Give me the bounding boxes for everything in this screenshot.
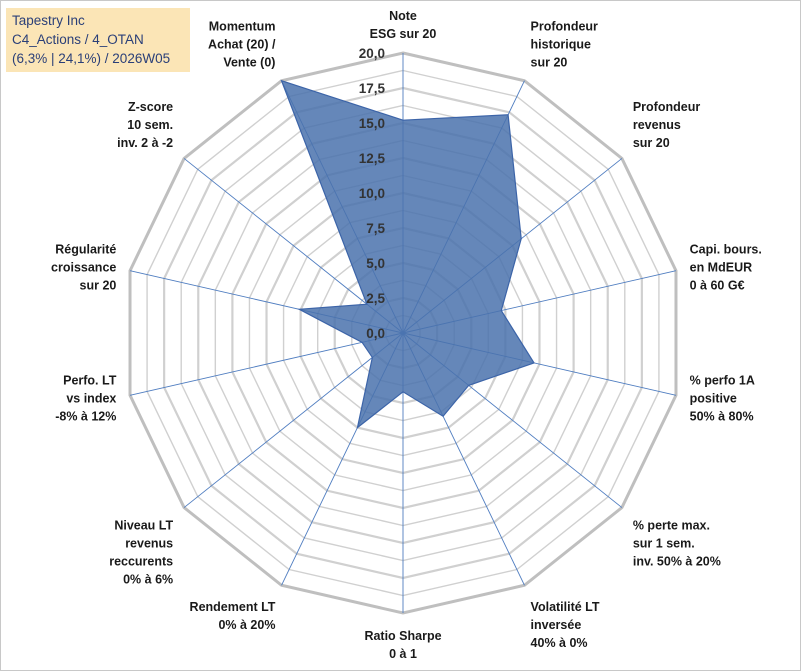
tick-label: 20,0 — [359, 46, 385, 61]
category-label-line: sur 20 — [531, 56, 568, 70]
category-label-line: inv. 2 à -2 — [117, 136, 173, 150]
category-label-line: Ratio Sharpe — [364, 629, 441, 643]
category-label: % perte max. sur 1 sem. inv. 50% à 20% — [633, 518, 721, 568]
tick-label: 15,0 — [359, 116, 385, 131]
category-label-line: croissance — [51, 261, 116, 275]
axis-spoke — [129, 332, 404, 396]
category-label-line: Profondeur — [633, 100, 700, 114]
category-label-line: 0 à 1 — [389, 647, 417, 661]
chart-title-box: Tapestry Inc C4_Actions / 4_OTAN (6,3% |… — [6, 8, 190, 72]
category-label: Momentum Achat (20) / Vente (0) — [208, 20, 276, 70]
category-label-line: Régularité — [55, 243, 116, 257]
category-label-line: sur 20 — [633, 136, 670, 150]
category-label: Note ESG sur 20 — [370, 9, 437, 41]
tick-label: 0,0 — [366, 326, 385, 341]
category-label: Profondeur historique sur 20 — [531, 20, 598, 70]
category-label: Z-score 10 sem. inv. 2 à -2 — [117, 100, 173, 150]
category-label: Niveau LT revenus reccurents 0% à 6% — [109, 518, 173, 586]
category-label: Perfo. LT vs index -8% à 12% — [55, 373, 117, 423]
stats-label: (6,3% | 24,1%) / 2026W05 — [12, 51, 171, 66]
category-label-line: Volatilité LT — [531, 600, 600, 614]
category-label-line: revenus — [633, 118, 681, 132]
tick-label: 5,0 — [366, 256, 385, 271]
category-label-line: 40% à 0% — [531, 636, 588, 650]
category-label: Ratio Sharpe 0 à 1 — [364, 629, 441, 661]
category-label-line: 50% à 80% — [690, 409, 754, 423]
portfolio-label: C4_Actions / 4_OTAN — [12, 32, 144, 47]
category-label-line: -8% à 12% — [55, 409, 116, 423]
tick-label: 7,5 — [366, 221, 385, 236]
tick-label: 12,5 — [359, 151, 386, 166]
category-label-line: % perte max. — [633, 518, 710, 532]
category-label-line: historique — [531, 38, 591, 52]
category-label-line: ESG sur 20 — [370, 27, 437, 41]
category-label-line: Rendement LT — [190, 600, 276, 614]
category-label-line: revenus — [125, 536, 173, 550]
category-label-line: Achat (20) / — [208, 38, 276, 52]
tick-label: 2,5 — [366, 291, 385, 306]
axis-spoke — [183, 332, 404, 508]
category-label-line: Note — [389, 9, 417, 23]
category-label-line: Momentum — [209, 20, 276, 34]
radar-series — [280, 79, 535, 430]
category-label-line: 10 sem. — [127, 118, 173, 132]
category-label-line: Profondeur — [531, 20, 598, 34]
series-area — [280, 79, 535, 430]
category-label: Régularité croissance sur 20 — [51, 243, 116, 293]
category-label: Capi. bours. en MdEUR 0 à 60 G€ — [690, 243, 762, 293]
category-label-line: 0% à 6% — [123, 572, 173, 586]
category-label-line: inv. 50% à 20% — [633, 554, 721, 568]
company-name: Tapestry Inc — [12, 13, 85, 28]
category-label-line: sur 20 — [80, 279, 117, 293]
category-label-line: Perfo. LT — [63, 373, 117, 387]
category-label-line: sur 1 sem. — [633, 536, 695, 550]
category-label-line: positive — [690, 391, 737, 405]
category-label: % perfo 1A positive 50% à 80% — [690, 373, 755, 423]
category-label-line: Z-score — [128, 100, 173, 114]
tick-label: 10,0 — [359, 186, 385, 201]
category-label-line: reccurents — [109, 554, 173, 568]
category-label-line: 0 à 60 G€ — [690, 279, 745, 293]
category-labels: Note ESG sur 20 Profondeur historique sur 20… — [51, 9, 762, 661]
category-label: Volatilité LT inversée 40% à 0% — [531, 600, 600, 650]
category-label-line: Capi. bours. — [690, 243, 762, 257]
category-label-line: en MdEUR — [690, 261, 753, 275]
radial-tick-labels: 0,0 2,5 5,0 7,5 10,0 12,5 15,0 17,5 20,0 — [359, 46, 386, 341]
category-label: Profondeur revenus sur 20 — [633, 100, 700, 150]
category-label-line: inversée — [531, 618, 582, 632]
category-label: Rendement LT 0% à 20% — [190, 600, 276, 632]
category-label-line: % perfo 1A — [690, 373, 755, 387]
category-label-line: Niveau LT — [114, 518, 173, 532]
category-label-line: 0% à 20% — [218, 618, 275, 632]
category-label-line: vs index — [66, 391, 116, 405]
tick-label: 17,5 — [359, 81, 386, 96]
category-label-line: Vente (0) — [223, 56, 275, 70]
